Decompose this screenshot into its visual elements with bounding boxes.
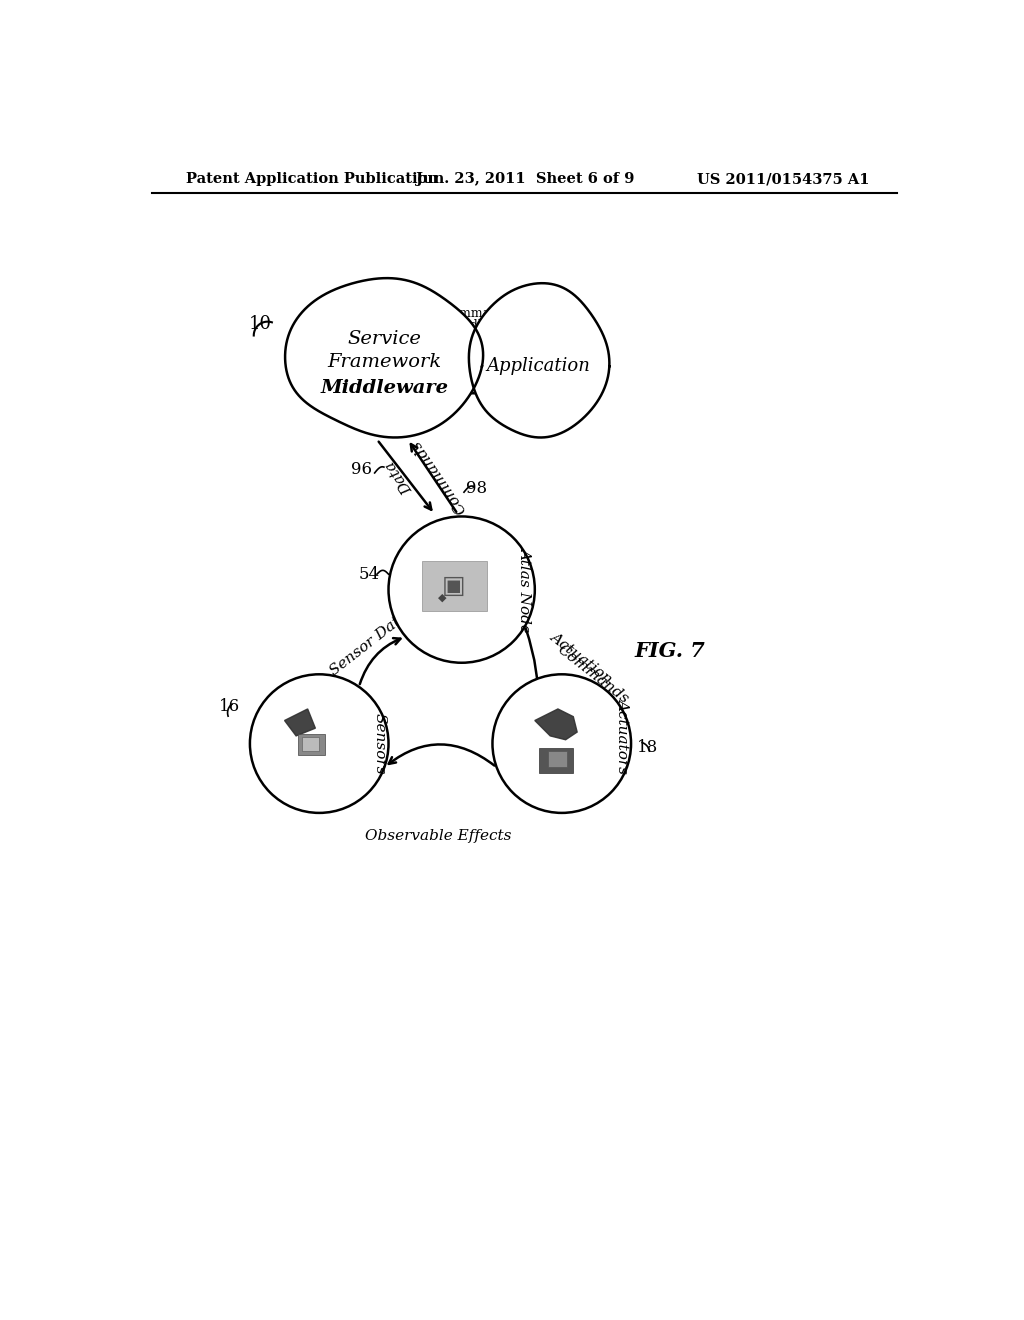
Bar bbox=[302, 738, 319, 751]
Text: Jun. 23, 2011  Sheet 6 of 9: Jun. 23, 2011 Sheet 6 of 9 bbox=[416, 172, 634, 186]
Bar bbox=[298, 734, 325, 755]
Text: Data: Data bbox=[384, 458, 416, 496]
Text: US 2011/0154375 A1: US 2011/0154375 A1 bbox=[697, 172, 869, 186]
Text: 10: 10 bbox=[249, 315, 271, 333]
Text: 18: 18 bbox=[637, 739, 658, 756]
Text: Observable Effects: Observable Effects bbox=[366, 829, 512, 843]
Polygon shape bbox=[285, 709, 315, 737]
Text: Application: Application bbox=[486, 358, 591, 375]
Text: ◆: ◆ bbox=[438, 593, 446, 602]
Text: Patent Application Publication: Patent Application Publication bbox=[186, 172, 438, 186]
Text: 98: 98 bbox=[467, 480, 487, 496]
Circle shape bbox=[250, 675, 388, 813]
Polygon shape bbox=[535, 709, 578, 739]
Circle shape bbox=[493, 675, 631, 813]
Text: Commands: Commands bbox=[409, 437, 469, 516]
Text: Service: Service bbox=[348, 330, 422, 348]
Text: ▣: ▣ bbox=[442, 574, 466, 598]
Text: Commands: Commands bbox=[442, 308, 513, 321]
Text: 96: 96 bbox=[351, 461, 372, 478]
Text: 16: 16 bbox=[218, 698, 240, 715]
Circle shape bbox=[388, 516, 535, 663]
Bar bbox=[422, 561, 487, 611]
Bar bbox=[548, 751, 567, 767]
Text: Atlas Node: Atlas Node bbox=[518, 548, 532, 632]
Text: Middleware: Middleware bbox=[321, 379, 449, 397]
Text: Commands: Commands bbox=[554, 643, 631, 706]
Text: Sensors: Sensors bbox=[373, 713, 386, 775]
Text: FIG. 7: FIG. 7 bbox=[634, 642, 705, 661]
Text: Feedback: Feedback bbox=[447, 319, 509, 333]
Polygon shape bbox=[285, 279, 483, 437]
Bar bbox=[539, 748, 573, 774]
Text: Actuators: Actuators bbox=[616, 698, 631, 774]
Text: Framework: Framework bbox=[328, 354, 441, 371]
Text: Actuation: Actuation bbox=[547, 628, 614, 686]
Text: Sensor Data: Sensor Data bbox=[328, 609, 411, 678]
Text: 54: 54 bbox=[358, 566, 380, 582]
Text: Data: Data bbox=[418, 387, 449, 400]
Polygon shape bbox=[469, 284, 609, 437]
